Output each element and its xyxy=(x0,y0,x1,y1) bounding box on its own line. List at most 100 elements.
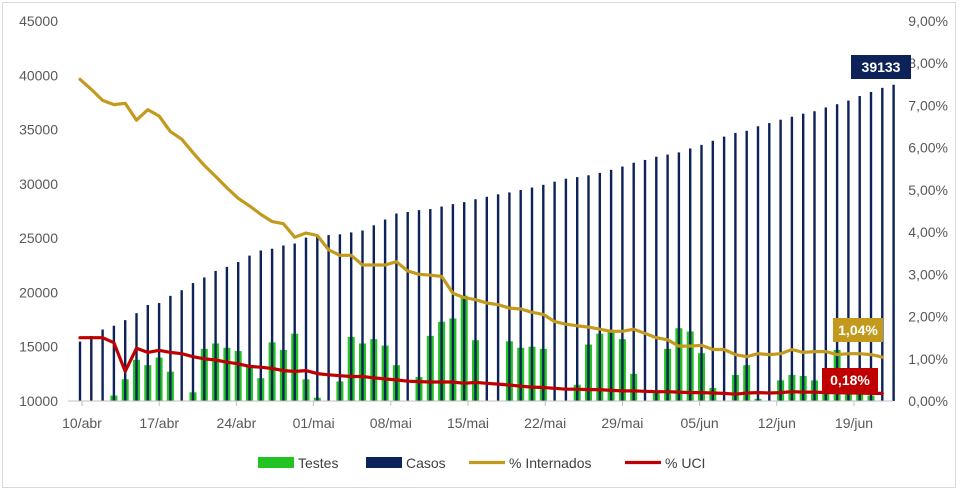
casos-bar xyxy=(485,196,488,401)
legend-label: % UCI xyxy=(665,455,705,471)
casos-bar xyxy=(496,194,500,401)
legend-swatch xyxy=(366,457,402,468)
casos-bar xyxy=(101,329,104,401)
casos-bar xyxy=(338,234,342,401)
casos-bar xyxy=(406,212,409,401)
casos-bar xyxy=(564,178,568,401)
uci-line xyxy=(78,336,884,396)
casos-bar xyxy=(157,303,161,401)
casos-bar xyxy=(327,235,330,401)
casos-bar xyxy=(530,187,534,401)
casos-bar xyxy=(90,335,93,401)
x-tick-label: 22/mai xyxy=(524,415,566,431)
left-tick-label: 35000 xyxy=(19,122,58,138)
callout-box xyxy=(833,318,883,342)
casos-bar xyxy=(237,262,240,401)
left-tick-label: 15000 xyxy=(19,339,58,355)
callout-label: 39133 xyxy=(862,59,901,75)
x-tick-label: 17/abr xyxy=(139,415,179,431)
casos-bar xyxy=(225,266,229,401)
x-axis: 10/abr 17/abr 24/abr 01/mai 08/mai 15/mai 22/m… xyxy=(62,401,873,431)
callouts: 39133 1,04% 0,18% xyxy=(822,55,911,392)
casos-bar xyxy=(553,181,556,401)
casos-bar xyxy=(542,184,545,401)
casos-bar xyxy=(869,91,873,402)
casos-bar xyxy=(621,166,624,401)
x-tick-label: 24/abr xyxy=(217,415,257,431)
x-tick-label: 12/jun xyxy=(758,415,796,431)
casos-bar xyxy=(587,175,590,401)
legend-label: Casos xyxy=(406,455,446,471)
casos-bar xyxy=(383,219,387,401)
casos-bar xyxy=(270,248,274,401)
line-series xyxy=(78,77,884,396)
casos-bar xyxy=(191,283,195,401)
casos-bar xyxy=(372,225,375,401)
casos-bar xyxy=(734,132,737,401)
casos-bar xyxy=(180,290,183,401)
casos-bar xyxy=(203,277,206,401)
casos-bar xyxy=(802,113,805,401)
casos-bar xyxy=(429,209,432,401)
x-tick-label: 01/mai xyxy=(293,415,335,431)
right-tick-label: 8,00% xyxy=(908,55,948,71)
casos-bar xyxy=(417,210,421,401)
casos-bar xyxy=(124,320,127,401)
x-tick-label: 29/mai xyxy=(601,415,643,431)
casos-bar xyxy=(259,250,262,401)
callout-box xyxy=(822,368,878,392)
casos-bar xyxy=(779,119,782,401)
casos-bar xyxy=(745,130,748,401)
x-tick-label: 05/jun xyxy=(681,415,719,431)
casos-bar xyxy=(395,213,398,401)
casos-bar xyxy=(881,87,884,401)
casos-bar xyxy=(609,169,613,401)
right-tick-label: 7,00% xyxy=(908,97,948,113)
casos-bar xyxy=(361,230,364,401)
x-tick-label: 19/jun xyxy=(835,415,873,431)
casos-bar xyxy=(135,313,138,401)
callout-label: 1,04% xyxy=(838,322,878,338)
left-tick-label: 20000 xyxy=(19,284,58,300)
casos-bar xyxy=(643,159,647,401)
casos-bar xyxy=(304,237,308,401)
casos-bar xyxy=(463,202,466,401)
casos-bar xyxy=(813,111,816,402)
casos-bar xyxy=(655,156,658,401)
casos-bar xyxy=(847,100,850,401)
left-tick-label: 10000 xyxy=(19,393,58,409)
legend-label: % Internados xyxy=(509,455,592,471)
casos-bar xyxy=(78,341,82,401)
legend-label: Testes xyxy=(298,455,338,471)
callout-box xyxy=(851,55,911,79)
casos-bar xyxy=(824,107,827,402)
casos-bar xyxy=(508,192,511,401)
internados-line xyxy=(78,77,884,359)
right-tick-label: 2,00% xyxy=(908,309,948,325)
left-tick-label: 25000 xyxy=(19,230,58,246)
casos-bar xyxy=(598,172,601,401)
casos-bar xyxy=(700,144,703,402)
legend: Testes Casos % Internados % UCI xyxy=(258,455,705,471)
casos-bar xyxy=(722,136,726,401)
casos-bar xyxy=(892,84,895,402)
left-tick-label: 40000 xyxy=(19,67,58,83)
x-tick-label: 10/abr xyxy=(62,415,102,431)
casos-bar xyxy=(768,123,771,402)
casos-bar xyxy=(214,270,217,401)
callout-label: 0,18% xyxy=(830,372,870,388)
left-tick-label: 45000 xyxy=(19,13,58,29)
right-tick-label: 1,00% xyxy=(908,351,948,367)
casos-bar xyxy=(576,177,579,401)
casos-bar xyxy=(790,116,794,401)
right-tick-label: 6,00% xyxy=(908,140,948,156)
casos-bar xyxy=(689,148,692,401)
casos-bar xyxy=(677,152,681,401)
casos-bar xyxy=(293,243,296,401)
casos-bar xyxy=(282,245,285,401)
right-axis: 0,00% 1,00% 2,00% 3,00% 4,00% 5,00% 6,00% 7,00%… xyxy=(908,13,948,409)
left-tick-label: 30000 xyxy=(19,176,58,192)
right-tick-label: 5,00% xyxy=(908,182,948,198)
